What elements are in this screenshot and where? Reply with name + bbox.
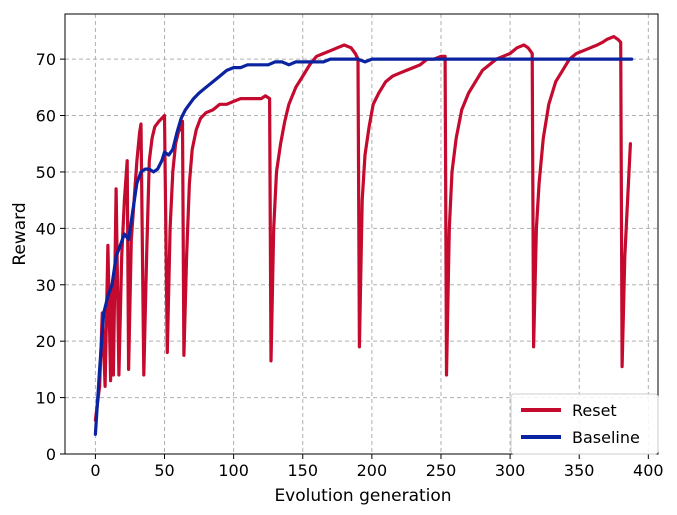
- x-tick-label: 100: [218, 461, 249, 480]
- x-tick-label: 300: [495, 461, 526, 480]
- series-line-baseline: [93, 57, 634, 436]
- x-tick-label: 200: [357, 461, 388, 480]
- x-tick-label: 0: [90, 461, 100, 480]
- y-tick-label: 50: [36, 163, 56, 182]
- x-tick-label: 350: [564, 461, 595, 480]
- plot-frame: [64, 13, 659, 455]
- y-tick-label: 0: [46, 445, 56, 464]
- tick-layer: 0 50 100 150 200 250 300 350 400 0 10 20 30 40 50 60 70: [36, 50, 664, 480]
- legend-label-baseline: Baseline: [572, 428, 640, 447]
- x-tick-label: 150: [287, 461, 318, 480]
- legend: Reset Baseline: [510, 393, 659, 455]
- x-axis-label: Evolution generation: [274, 486, 451, 506]
- y-tick-label: 10: [36, 389, 56, 408]
- x-tick-label: 250: [426, 461, 457, 480]
- y-tick-label: 20: [36, 332, 56, 351]
- x-tick-label: 50: [154, 461, 174, 480]
- y-tick-label: 60: [36, 107, 56, 126]
- series-layer: [93, 35, 634, 436]
- y-tick-label: 30: [36, 276, 56, 295]
- series-line-reset: [93, 35, 632, 422]
- x-tick-label: 400: [633, 461, 664, 480]
- y-axis-label: Reward: [10, 202, 30, 265]
- y-tick-label: 40: [36, 219, 56, 238]
- legend-label-reset: Reset: [572, 401, 617, 420]
- y-tick-label: 70: [36, 50, 56, 69]
